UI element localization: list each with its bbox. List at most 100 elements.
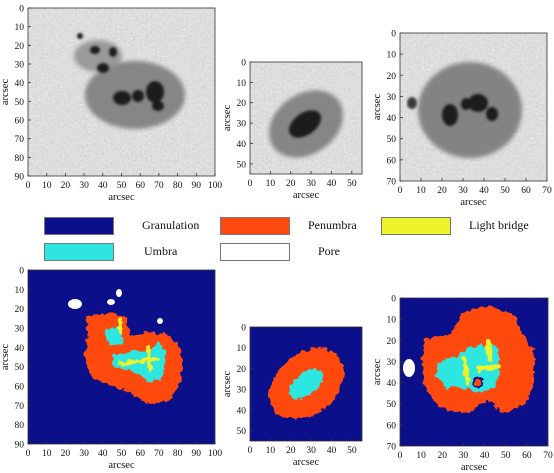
panel-3-ytick-label: 30: [387, 93, 397, 103]
panel-1-xtick-label: 30: [79, 181, 89, 191]
panel-5-xlabel: arcsec: [293, 457, 320, 468]
panel-6-ytick-label: 10: [387, 316, 397, 326]
panel-4-xtick-label: 50: [117, 449, 127, 459]
panel-1-ytick-label: 60: [15, 117, 25, 127]
panel-5-ytick-label: 20: [237, 365, 247, 375]
panel-6-xtick-label: 20: [438, 451, 448, 461]
panel-3-xtick-label: 40: [479, 186, 489, 196]
panel-1-xtick-label: 100: [208, 181, 223, 191]
panel-6-ytick-label: 40: [387, 379, 397, 389]
panel-5-xtick-label: 30: [306, 446, 316, 456]
panel-6-xtick-label: 50: [501, 451, 511, 461]
panel-3-xtick-label: 60: [521, 186, 531, 196]
panel-1-ytick-label: 40: [15, 79, 25, 89]
legend-swatch-umbra: [44, 243, 114, 261]
panel-1-xlabel: arcsec: [108, 192, 135, 203]
panel-4-xtick-label: 70: [154, 449, 164, 459]
panel-5-xtick-label: 20: [286, 446, 296, 456]
panel-2-ytick-label: 0: [241, 59, 246, 69]
legend-label-granulation: Granulation: [142, 218, 200, 232]
panel-3-ytick-label: 60: [387, 156, 397, 166]
panel-3-xtick-label: 0: [398, 186, 403, 196]
legend-label-penumbra: Penumbra: [308, 218, 357, 232]
panel-6-frame: [399, 297, 549, 447]
panel-2-frame: [249, 61, 363, 175]
panel-2-ytick-label: 20: [237, 99, 247, 109]
panel-5-segmentation: [250, 327, 362, 441]
panel-4-ylabel: arcsec: [0, 344, 11, 371]
panel-4-ytick-label: 30: [15, 325, 25, 335]
panel-3-xtick-label: 10: [416, 186, 426, 196]
panel-2-ytick-label: 30: [237, 120, 247, 130]
panel-5-xtick-label: 0: [248, 446, 253, 456]
panel-1-ytick-label: 90: [15, 173, 25, 183]
legend-swatch-light-bridge: [381, 217, 451, 235]
panel-5-ytick-label: 30: [237, 386, 247, 396]
panel-4-xtick-label: 80: [173, 449, 183, 459]
panel-3-xtick-label: 50: [500, 186, 510, 196]
panel-1-xtick-label: 20: [61, 181, 71, 191]
panel-3-ytick-label: 10: [387, 51, 397, 61]
panel-6-xlabel: arcsec: [461, 462, 488, 473]
panel-4-segmentation: [28, 270, 215, 444]
panel-3-xlabel: arcsec: [460, 197, 487, 208]
panel-1-ytick-label: 30: [15, 61, 25, 71]
panel-1-xtick-label: 10: [42, 181, 52, 191]
panel-6-xtick-label: 0: [398, 451, 403, 461]
panel-6-xtick-label: 30: [459, 451, 469, 461]
panel-2-ytick-label: 50: [237, 160, 247, 170]
panel-5-ytick-label: 0: [241, 324, 246, 334]
panel-1-xtick-label: 90: [192, 181, 202, 191]
panel-3-frame: [399, 32, 548, 182]
panel-1-xtick-label: 80: [173, 181, 183, 191]
legend-label-pore: Pore: [318, 244, 340, 258]
legend-label-light-bridge: Light bridge: [469, 218, 529, 232]
panel-6-xtick-label: 60: [522, 451, 532, 461]
panel-1-xtick-label: 40: [98, 181, 108, 191]
panel-5-frame: [249, 326, 363, 442]
panel-3-ytick-label: 40: [387, 114, 397, 124]
panel-2-xlabel: arcsec: [293, 190, 320, 201]
panel-1-xtick-label: 50: [117, 181, 127, 191]
panel-1-ytick-label: 80: [15, 154, 25, 164]
panel-4-xtick-label: 60: [135, 449, 145, 459]
panel-6-xtick-label: 40: [480, 451, 490, 461]
panel-3-ylabel: arcsec: [372, 94, 383, 121]
panel-2-xtick-label: 30: [306, 179, 316, 189]
legend-label-umbra: Umbra: [144, 244, 178, 258]
panel-4-ytick-label: 90: [15, 441, 25, 451]
panel-5-xtick-label: 10: [266, 446, 276, 456]
panel-1-ylabel: arcsec: [0, 79, 11, 106]
panel-5-ylabel: arcsec: [222, 371, 233, 398]
panel-6-ytick-label: 20: [387, 337, 397, 347]
panel-4-xlabel: arcsec: [108, 460, 135, 471]
panel-4-ytick-label: 10: [15, 286, 25, 296]
panel-6-ytick-label: 70: [387, 443, 397, 453]
panel-5-xtick-label: 50: [347, 446, 357, 456]
panel-3-ytick-label: 50: [387, 135, 397, 145]
panel-3-ytick-label: 0: [391, 30, 396, 40]
panel-1-image: [28, 8, 215, 176]
panel-1-xtick-label: 60: [135, 181, 145, 191]
panel-3-image: [400, 33, 547, 181]
panel-5-xtick-label: 40: [327, 446, 337, 456]
panel-6-segmentation: [400, 298, 548, 446]
panel-1-ytick-label: 50: [15, 98, 25, 108]
panel-4-ytick-label: 70: [15, 402, 25, 412]
panel-4-ytick-label: 0: [19, 267, 24, 277]
panel-2-xtick-label: 20: [286, 179, 296, 189]
panel-1-ytick-label: 70: [15, 135, 25, 145]
legend-swatch-pore: [220, 243, 290, 261]
panel-3-xtick-label: 20: [437, 186, 447, 196]
panel-1-ytick-label: 10: [15, 23, 25, 33]
panel-2-xtick-label: 50: [347, 179, 357, 189]
panel-6-ytick-label: 30: [387, 358, 397, 368]
panel-6-xtick-label: 70: [543, 451, 553, 461]
panel-4-ytick-label: 50: [15, 363, 25, 373]
panel-2-ytick-label: 10: [237, 79, 247, 89]
panel-6-xtick-label: 10: [416, 451, 426, 461]
panel-6-ylabel: arcsec: [372, 359, 383, 386]
panel-1-xtick-label: 70: [154, 181, 164, 191]
legend-swatch-penumbra: [220, 217, 290, 235]
